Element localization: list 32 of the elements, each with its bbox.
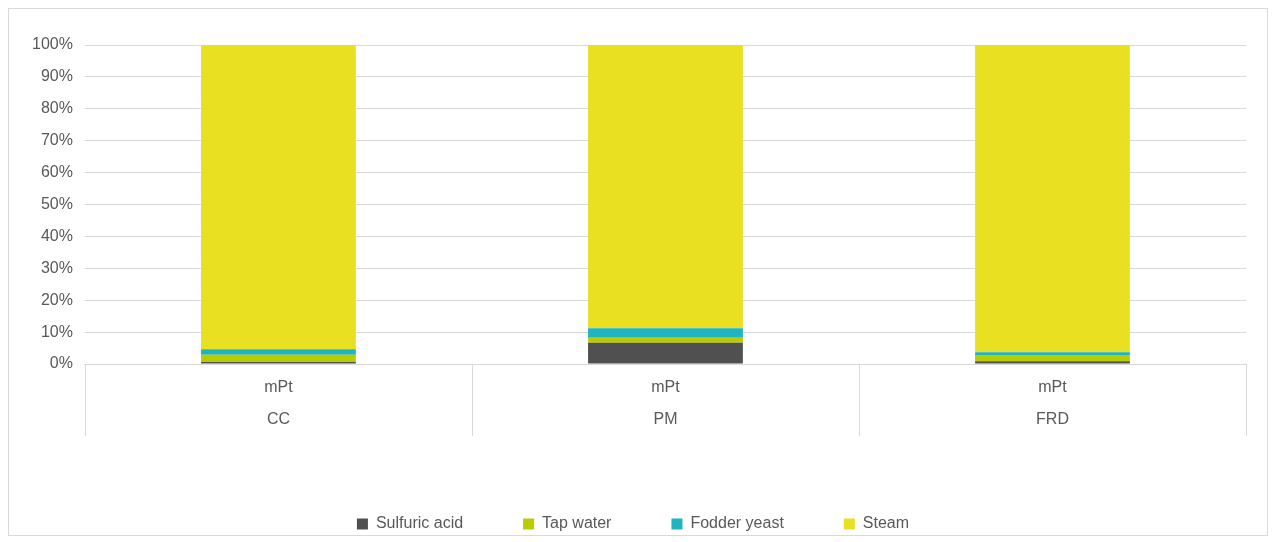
y-tick-label: 50%	[40, 194, 73, 212]
bar	[975, 352, 1130, 356]
bar	[588, 45, 743, 329]
legend-label: Fodder yeast	[690, 514, 785, 532]
x-tick-label: mPt	[264, 378, 294, 396]
y-tick-label: 10%	[40, 322, 73, 340]
y-tick-label: 90%	[40, 67, 73, 85]
x-tick-label: mPt	[651, 378, 681, 396]
y-tick-label: 100%	[32, 35, 73, 53]
y-tick-label: 30%	[40, 258, 73, 276]
bar	[975, 355, 1130, 362]
y-tick-label: 80%	[40, 99, 73, 117]
y-tick-label: 70%	[40, 131, 73, 149]
x-tick-label: mPt	[1038, 378, 1068, 396]
text: CC	[266, 410, 290, 428]
y-tick-label: 60%	[40, 163, 73, 181]
bar	[975, 361, 1130, 364]
bar	[201, 349, 356, 355]
text: FRD	[1036, 410, 1069, 428]
legend-label: Sulfuric acid	[375, 514, 464, 532]
legend-label: Tap water	[542, 514, 613, 532]
bar	[588, 342, 743, 364]
y-tick-label: 40%	[40, 226, 73, 244]
bar	[975, 45, 1130, 353]
y-tick-label: 0%	[49, 354, 73, 372]
legend-label: Steam	[862, 514, 910, 532]
text: PM	[653, 410, 678, 428]
bar	[201, 354, 356, 363]
y-tick-label: 20%	[40, 290, 73, 308]
bar	[201, 45, 356, 350]
bar	[588, 337, 743, 343]
bar	[588, 328, 743, 338]
